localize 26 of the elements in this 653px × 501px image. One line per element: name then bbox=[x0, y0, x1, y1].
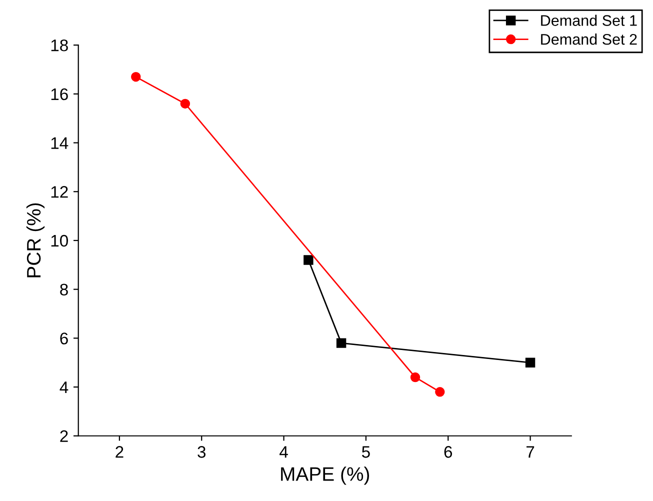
point bbox=[525, 358, 536, 368]
y-tick-label: 18 bbox=[51, 39, 68, 52]
x-tick-label: 2 bbox=[116, 446, 124, 458]
point bbox=[131, 72, 141, 82]
x-tick-label: 3 bbox=[198, 446, 206, 458]
y-tick-label: 14 bbox=[51, 137, 68, 149]
y-tick-label: 16 bbox=[51, 88, 68, 100]
y-tick-label: 6 bbox=[60, 332, 68, 344]
y-tick-label: 8 bbox=[60, 284, 68, 296]
point bbox=[304, 255, 314, 265]
point bbox=[180, 98, 190, 109]
x-tick-label: 7 bbox=[526, 446, 534, 458]
point bbox=[336, 338, 346, 348]
y-tick-label: 10 bbox=[51, 234, 68, 247]
x-tick-label: 4 bbox=[280, 446, 288, 458]
x-axis-title: MAPE (%) bbox=[281, 466, 370, 485]
point bbox=[410, 372, 420, 382]
y-axis-title: PCR (%) bbox=[26, 203, 45, 278]
x-tick-label: 6 bbox=[444, 446, 452, 458]
y-tick-label: 4 bbox=[60, 382, 68, 394]
legend-label: Demand Set 2 bbox=[541, 34, 637, 45]
y-tick-label: 12 bbox=[51, 186, 68, 198]
y-tick-label: 2 bbox=[60, 430, 68, 442]
point bbox=[435, 387, 445, 397]
x-tick-label: 5 bbox=[362, 446, 370, 458]
legend-label: Demand Set 1 bbox=[541, 14, 637, 26]
